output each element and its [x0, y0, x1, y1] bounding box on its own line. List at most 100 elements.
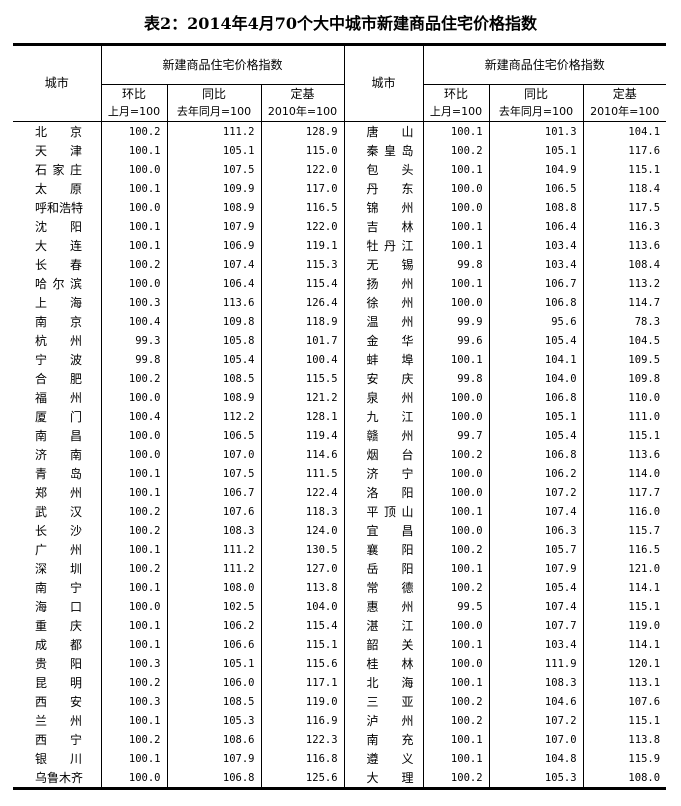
city-name: 金华	[366, 334, 414, 348]
cell-yoy-index: 106.8	[167, 768, 262, 789]
cell-mom-index: 100.1	[423, 160, 490, 179]
cell-mom-index: 100.4	[101, 312, 168, 331]
cell-city: 海口	[13, 597, 102, 616]
table-row: 上海 100.3 113.6 126.4 徐州 100.0 106.8 114.7	[13, 293, 666, 312]
header-yoy-base: 去年同月=100	[176, 105, 252, 118]
city-name: 三亚	[366, 695, 414, 709]
cell-city: 洛阳	[344, 483, 424, 502]
cell-mom-index: 99.6	[423, 331, 490, 350]
cell-fixed-base-index: 115.7	[628, 524, 661, 537]
cell-yoy-index: 104.1	[489, 350, 584, 369]
cell-yoy-index: 106.6	[167, 635, 262, 654]
cell-yoy-index: 112.2	[167, 407, 262, 426]
cell-mom-index: 99.8	[423, 255, 490, 274]
cell-yoy-index: 111.2	[167, 121, 262, 141]
cell-yoy-index: 102.5	[167, 597, 262, 616]
cell-fixed-base-index: 113.2	[628, 277, 661, 290]
cell-yoy-index: 106.3	[489, 521, 584, 540]
city-name: 青岛	[35, 467, 82, 481]
city-name: 徐州	[366, 296, 414, 310]
cell-city: 大连	[13, 236, 102, 255]
cell-mom-index: 100.0	[423, 179, 490, 198]
cell-city: 遵义	[344, 749, 424, 768]
table-row: 长沙 100.2 108.3 124.0 宜昌 100.0 106.3 115.7	[13, 521, 666, 540]
city-name: 济南	[35, 448, 82, 462]
table-row: 郑州 100.1 106.7 122.4 洛阳 100.0 107.2 117.7	[13, 483, 666, 502]
cell-yoy-index: 107.5	[167, 160, 262, 179]
cell-yoy-index: 107.4	[489, 597, 584, 616]
cell-city: 成都	[13, 635, 102, 654]
city-name: 南京	[35, 315, 82, 329]
cell-mom-index: 100.1	[101, 217, 168, 236]
table-row: 重庆 100.1 106.2 115.4 湛江 100.0 107.7 119.0	[13, 616, 666, 635]
table-row: 天津 100.1 105.1 115.0 秦皇岛 100.2 105.1 117.6	[13, 141, 666, 160]
city-name: 长春	[35, 258, 82, 272]
cell-city: 常德	[344, 578, 424, 597]
cell-city: 惠州	[344, 597, 424, 616]
header-mom: 环比 上月=100	[423, 84, 490, 122]
city-name: 合肥	[35, 372, 82, 386]
cell-fixed-base-index: 108.4	[628, 258, 661, 271]
cell-mom-index: 100.0	[101, 160, 168, 179]
city-name: 包头	[366, 163, 414, 177]
header-group: 新建商品住宅价格指数	[423, 44, 667, 85]
cell-city: 锦州	[344, 198, 424, 217]
cell-city: 济宁	[344, 464, 424, 483]
cell-fixed-base-index: 114.0	[628, 467, 661, 480]
city-name: 平顶山	[366, 505, 414, 519]
cell-mom-index: 100.1	[101, 711, 168, 730]
table-row: 昆明 100.2 106.0 117.1 北海 100.1 108.3 113.1	[13, 673, 666, 692]
cell-fixed-base-index: 116.3	[628, 220, 661, 233]
cell-mom-index: 100.0	[423, 521, 490, 540]
city-name: 郑州	[35, 486, 82, 500]
cell-mom-index: 100.1	[423, 730, 490, 749]
cell-fixed-base-index: 107.6	[628, 695, 661, 708]
city-name: 昆明	[35, 676, 82, 690]
cell-fixed-base-index: 117.7	[628, 486, 661, 499]
cell-city: 南京	[13, 312, 102, 331]
cell-mom-index: 100.0	[101, 768, 168, 789]
cell-mom-index: 100.3	[101, 654, 168, 673]
cell-fixed-base-index: 119.0	[261, 692, 345, 711]
cell-mom-index: 100.4	[101, 407, 168, 426]
city-name: 湛江	[366, 619, 414, 633]
price-index-table: 城市 新建商品住宅价格指数 城市 新建商品住宅价格指数 环比 上月=100 同比去…	[13, 43, 667, 790]
city-name: 深圳	[35, 562, 82, 576]
cell-mom-index: 99.9	[423, 312, 490, 331]
cell-city: 南昌	[13, 426, 102, 445]
cell-fixed-base-index: 104.1	[628, 125, 661, 138]
cell-fixed-base-index: 114.7	[628, 296, 661, 309]
cell-fixed-base-index: 116.5	[261, 198, 345, 217]
cell-yoy-index: 108.5	[167, 369, 262, 388]
cell-city: 泉州	[344, 388, 424, 407]
city-name: 锦州	[366, 201, 414, 215]
cell-fixed-base-index: 117.0	[261, 179, 345, 198]
cell-mom-index: 100.1	[423, 274, 490, 293]
city-name: 岳阳	[366, 562, 414, 576]
table-row: 乌鲁木齐 100.0 106.8 125.6 大理 100.2 105.3 108.0	[13, 768, 666, 789]
cell-mom-index: 100.2	[101, 559, 168, 578]
table-row: 南昌 100.0 106.5 119.4 赣州 99.7 105.4 115.1	[13, 426, 666, 445]
cell-yoy-index: 105.1	[167, 141, 262, 160]
cell-fixed-base-index: 117.6	[628, 144, 661, 157]
table-row: 杭州 99.3 105.8 101.7 金华 99.6 105.4 104.5	[13, 331, 666, 350]
cell-mom-index: 100.1	[101, 616, 168, 635]
cell-yoy-index: 108.9	[167, 388, 262, 407]
header-fixed-label: 定基	[290, 87, 315, 101]
cell-yoy-index: 104.8	[489, 749, 584, 768]
cell-yoy-index: 106.8	[489, 445, 584, 464]
city-name: 大理	[366, 771, 414, 785]
header-fixed-base: 定基 2010年=100	[583, 84, 667, 122]
table-row: 武汉 100.2 107.6 118.3 平顶山 100.1 107.4 116.0	[13, 502, 666, 521]
cell-fixed-base-index: 104.0	[261, 597, 345, 616]
cell-mom-index: 100.1	[423, 236, 490, 255]
cell-city: 安庆	[344, 369, 424, 388]
cell-city: 长沙	[13, 521, 102, 540]
cell-fixed-base-index: 115.1	[628, 600, 661, 613]
cell-city: 乌鲁木齐	[13, 768, 102, 789]
cell-fixed-base-index: 111.5	[261, 464, 345, 483]
cell-mom-index: 100.0	[423, 464, 490, 483]
cell-mom-index: 100.1	[101, 483, 168, 502]
header-mom-base: 上月=100	[107, 105, 161, 118]
cell-mom-index: 100.1	[101, 578, 168, 597]
